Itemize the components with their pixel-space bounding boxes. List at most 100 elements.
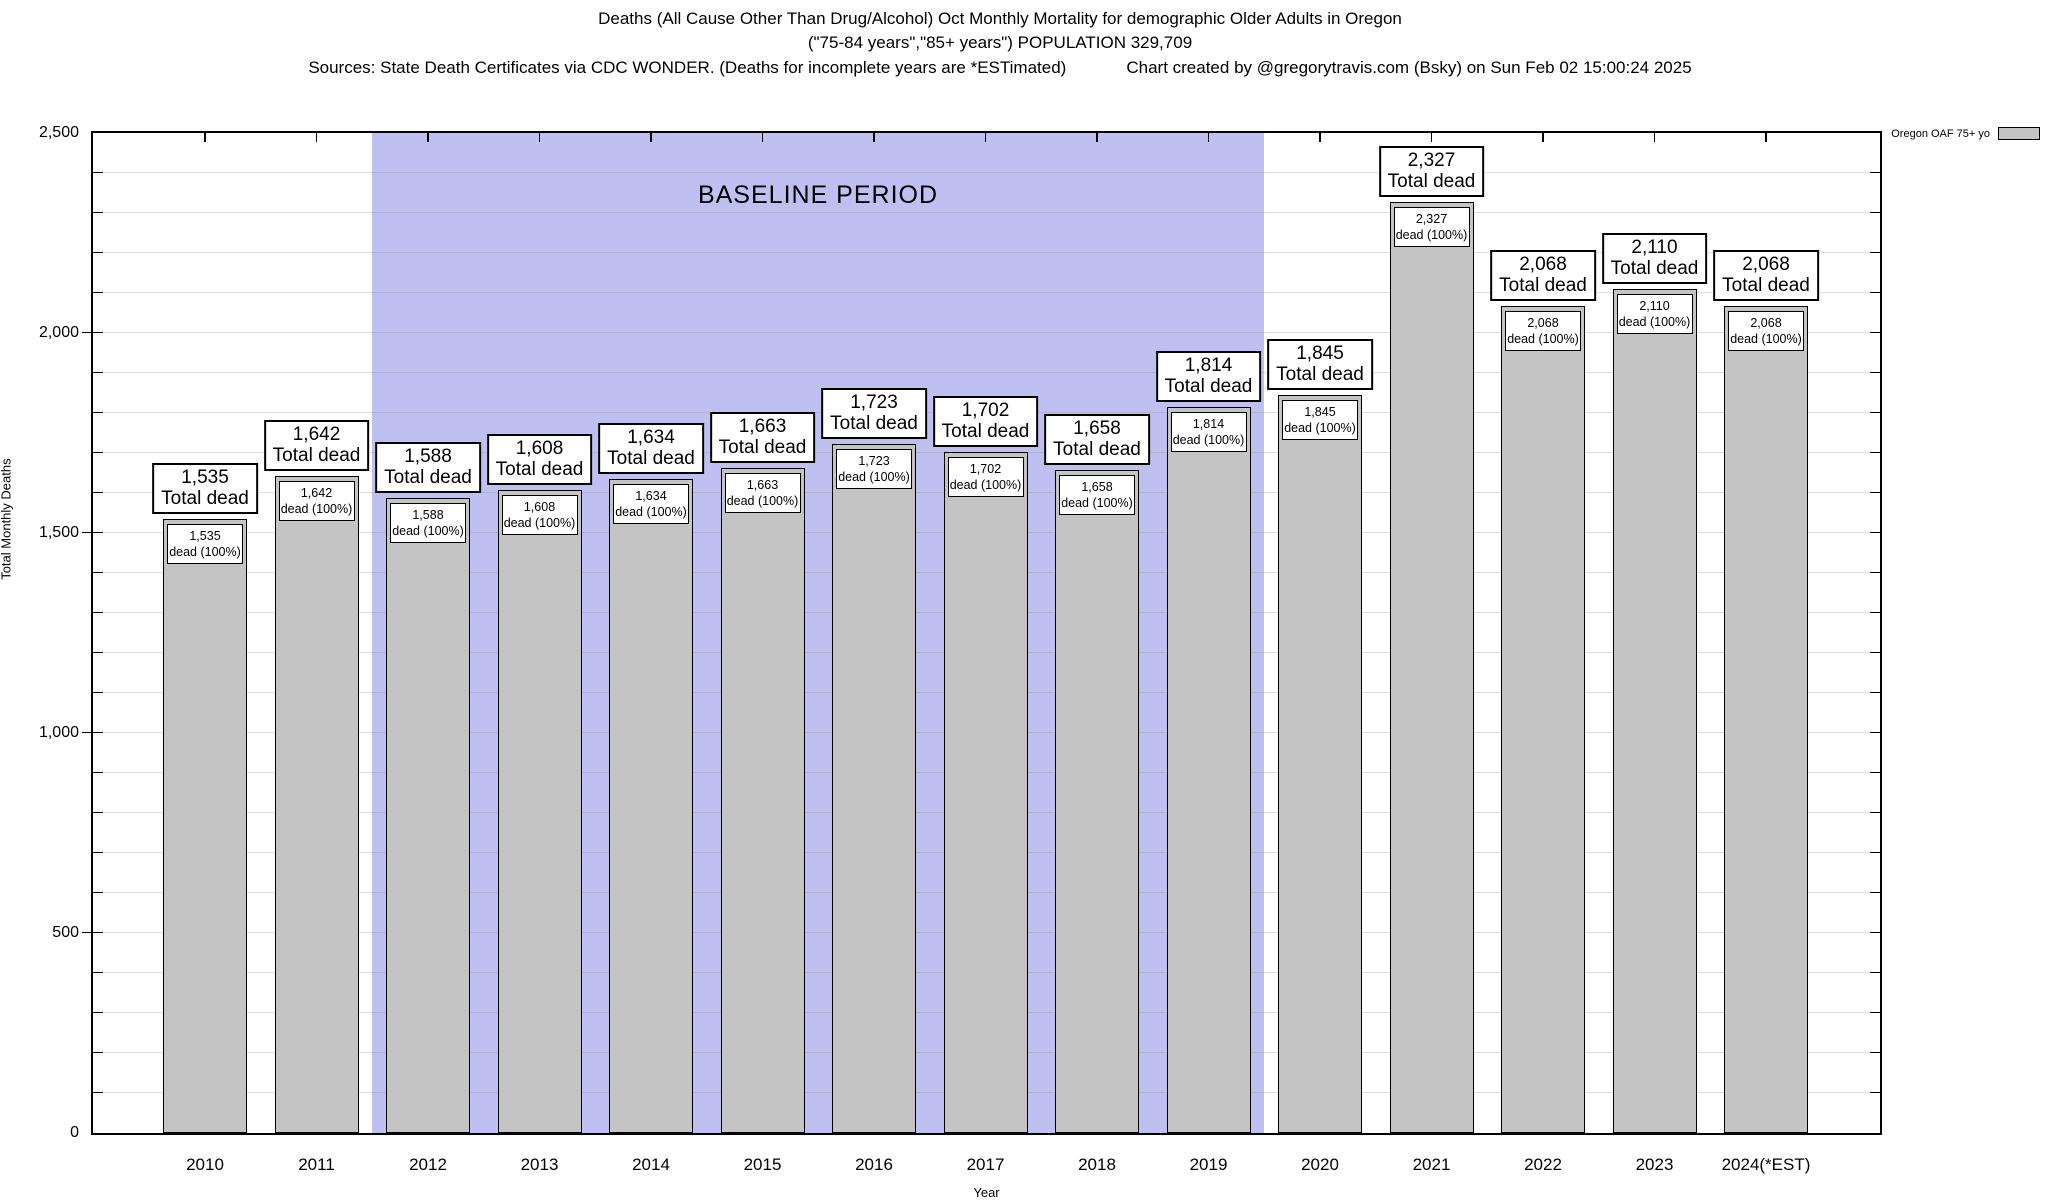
y-minor-tick-right [1870,251,1880,253]
y-major-tick [82,731,92,733]
x-tick-label: 2022 [1524,1155,1562,1174]
y-minor-tick-right [1870,1051,1880,1053]
x-top-tick [538,133,541,142]
x-top-tick [761,133,764,142]
y-minor-tick-right [1870,1011,1880,1013]
bar-total-label: 2,068 Total dead [1713,249,1819,301]
bar-total-label: 1,535 Total dead [152,463,258,514]
bar-total-label: 1,663 Total dead [709,411,816,463]
legend-entry-label: Oregon OAF 75+ yo [1891,127,1990,140]
x-tick-label: 2017 [966,1155,1005,1174]
y-minor-tick-left [93,171,103,173]
x-tick-label: 2021 [1412,1155,1451,1174]
bar: 1,702 dead (100%) [943,452,1028,1133]
x-top-tick [984,133,987,142]
x-top-tick [1207,133,1210,142]
y-minor-tick-left [93,691,103,693]
x-top-tick [204,133,206,142]
x-top-tick [873,133,875,142]
chart-subtitle: ("75-84 years","85+ years") POPULATION 3… [807,33,1193,52]
x-top-tick [1653,133,1656,142]
x-top-tick [1096,133,1098,142]
bar-inner-label: 2,110 dead (100%) [1616,294,1693,334]
gridline [93,372,1880,373]
y-tick-label: 500 [52,924,79,941]
y-major-tick [82,331,92,333]
bar-total-label: 1,702 Total dead [932,396,1039,448]
y-minor-tick-right [1870,331,1880,333]
y-minor-tick-right [1870,291,1880,293]
y-minor-tick-right [1870,811,1880,813]
x-tick-label: 2016 [855,1155,893,1174]
gridline [93,332,1880,333]
bar-total-label: 2,110 Total dead [1601,233,1708,284]
y-minor-tick-right [1870,531,1880,533]
y-minor-tick-left [93,811,103,813]
bar-inner-label: 2,327 dead (100%) [1393,207,1470,248]
bar-inner-label: 1,608 dead (100%) [501,494,578,535]
legend-swatch-icon [1998,127,2040,140]
y-minor-tick-right [1870,891,1880,893]
x-tick-label: 2018 [1078,1155,1116,1174]
bar: 2,068 dead (100%) [1501,305,1585,1133]
bar: 1,608 dead (100%) [497,489,582,1133]
y-minor-tick-right [1870,1091,1880,1093]
bar-total-label: 1,642 Total dead [263,420,370,472]
y-minor-tick-left [93,571,103,573]
bar-total-label: 1,634 Total dead [598,423,704,475]
bar-total-label: 2,327 Total dead [1378,146,1485,198]
bar: 1,642 dead (100%) [274,476,359,1133]
y-tick-label: 1,500 [38,524,79,541]
y-minor-tick-right [1870,971,1880,973]
bar: 1,588 dead (100%) [386,497,470,1133]
bar-inner-label: 2,068 dead (100%) [1728,310,1804,351]
y-minor-tick-left [93,291,103,293]
bar-total-label: 1,723 Total dead [821,387,927,439]
x-top-tick [650,133,652,142]
gridline [93,292,1880,293]
bar: 2,327 dead (100%) [1389,202,1474,1133]
y-minor-tick-right [1870,491,1880,493]
gridline [93,212,1880,213]
y-tick-label: 1,000 [38,724,79,741]
y-minor-tick-left [93,1051,103,1053]
bar-total-label: 2,068 Total dead [1490,249,1596,301]
plot-area: BASELINE PERIOD Year 0 500 1,000 1,500 2,000… [39,124,1882,1200]
x-top-tick [1430,133,1433,142]
y-tick-label: 2,500 [38,124,79,141]
bar-inner-label: 1,588 dead (100%) [390,502,466,543]
chart-header: Deaths (All Cause Other Than Drug/Alcoho… [0,10,2000,76]
y-minor-tick-right [1870,691,1880,693]
x-axis-title: Year [973,1185,1000,1200]
x-top-tick [1765,133,1767,142]
gridline [93,172,1880,173]
x-tick-label: 2013 [520,1155,559,1174]
source-note: Sources: State Death Certificates via CD… [308,58,1067,77]
bar: 1,663 dead (100%) [720,467,805,1133]
legend: Oregon OAF 75+ yo [1891,127,2040,140]
gridline [93,252,1880,253]
bar: 1,814 dead (100%) [1166,407,1251,1133]
x-tick-label: 2012 [409,1155,447,1174]
y-major-tick [82,531,92,533]
bar-inner-label: 1,642 dead (100%) [278,481,355,522]
bar: 2,068 dead (100%) [1724,305,1808,1133]
x-top-tick [315,133,318,142]
x-tick-label: 2011 [298,1155,335,1174]
x-top-tick [1319,133,1321,142]
bar: 2,110 dead (100%) [1612,289,1697,1133]
y-minor-tick-left [93,211,103,213]
x-top-tick [427,133,429,142]
y-minor-tick-left [93,331,103,333]
bar: 1,535 dead (100%) [163,519,247,1133]
bar: 1,845 dead (100%) [1278,395,1362,1133]
y-tick-label: 2,000 [38,324,79,341]
y-minor-tick-left [93,371,103,373]
bar-inner-label: 2,068 dead (100%) [1505,310,1581,351]
y-minor-tick-right [1870,411,1880,413]
bar-total-label: 1,845 Total dead [1267,339,1373,390]
baseline-period-label: BASELINE PERIOD [697,181,939,209]
y-minor-tick-right [1870,731,1880,733]
bar-total-label: 1,608 Total dead [486,433,593,485]
